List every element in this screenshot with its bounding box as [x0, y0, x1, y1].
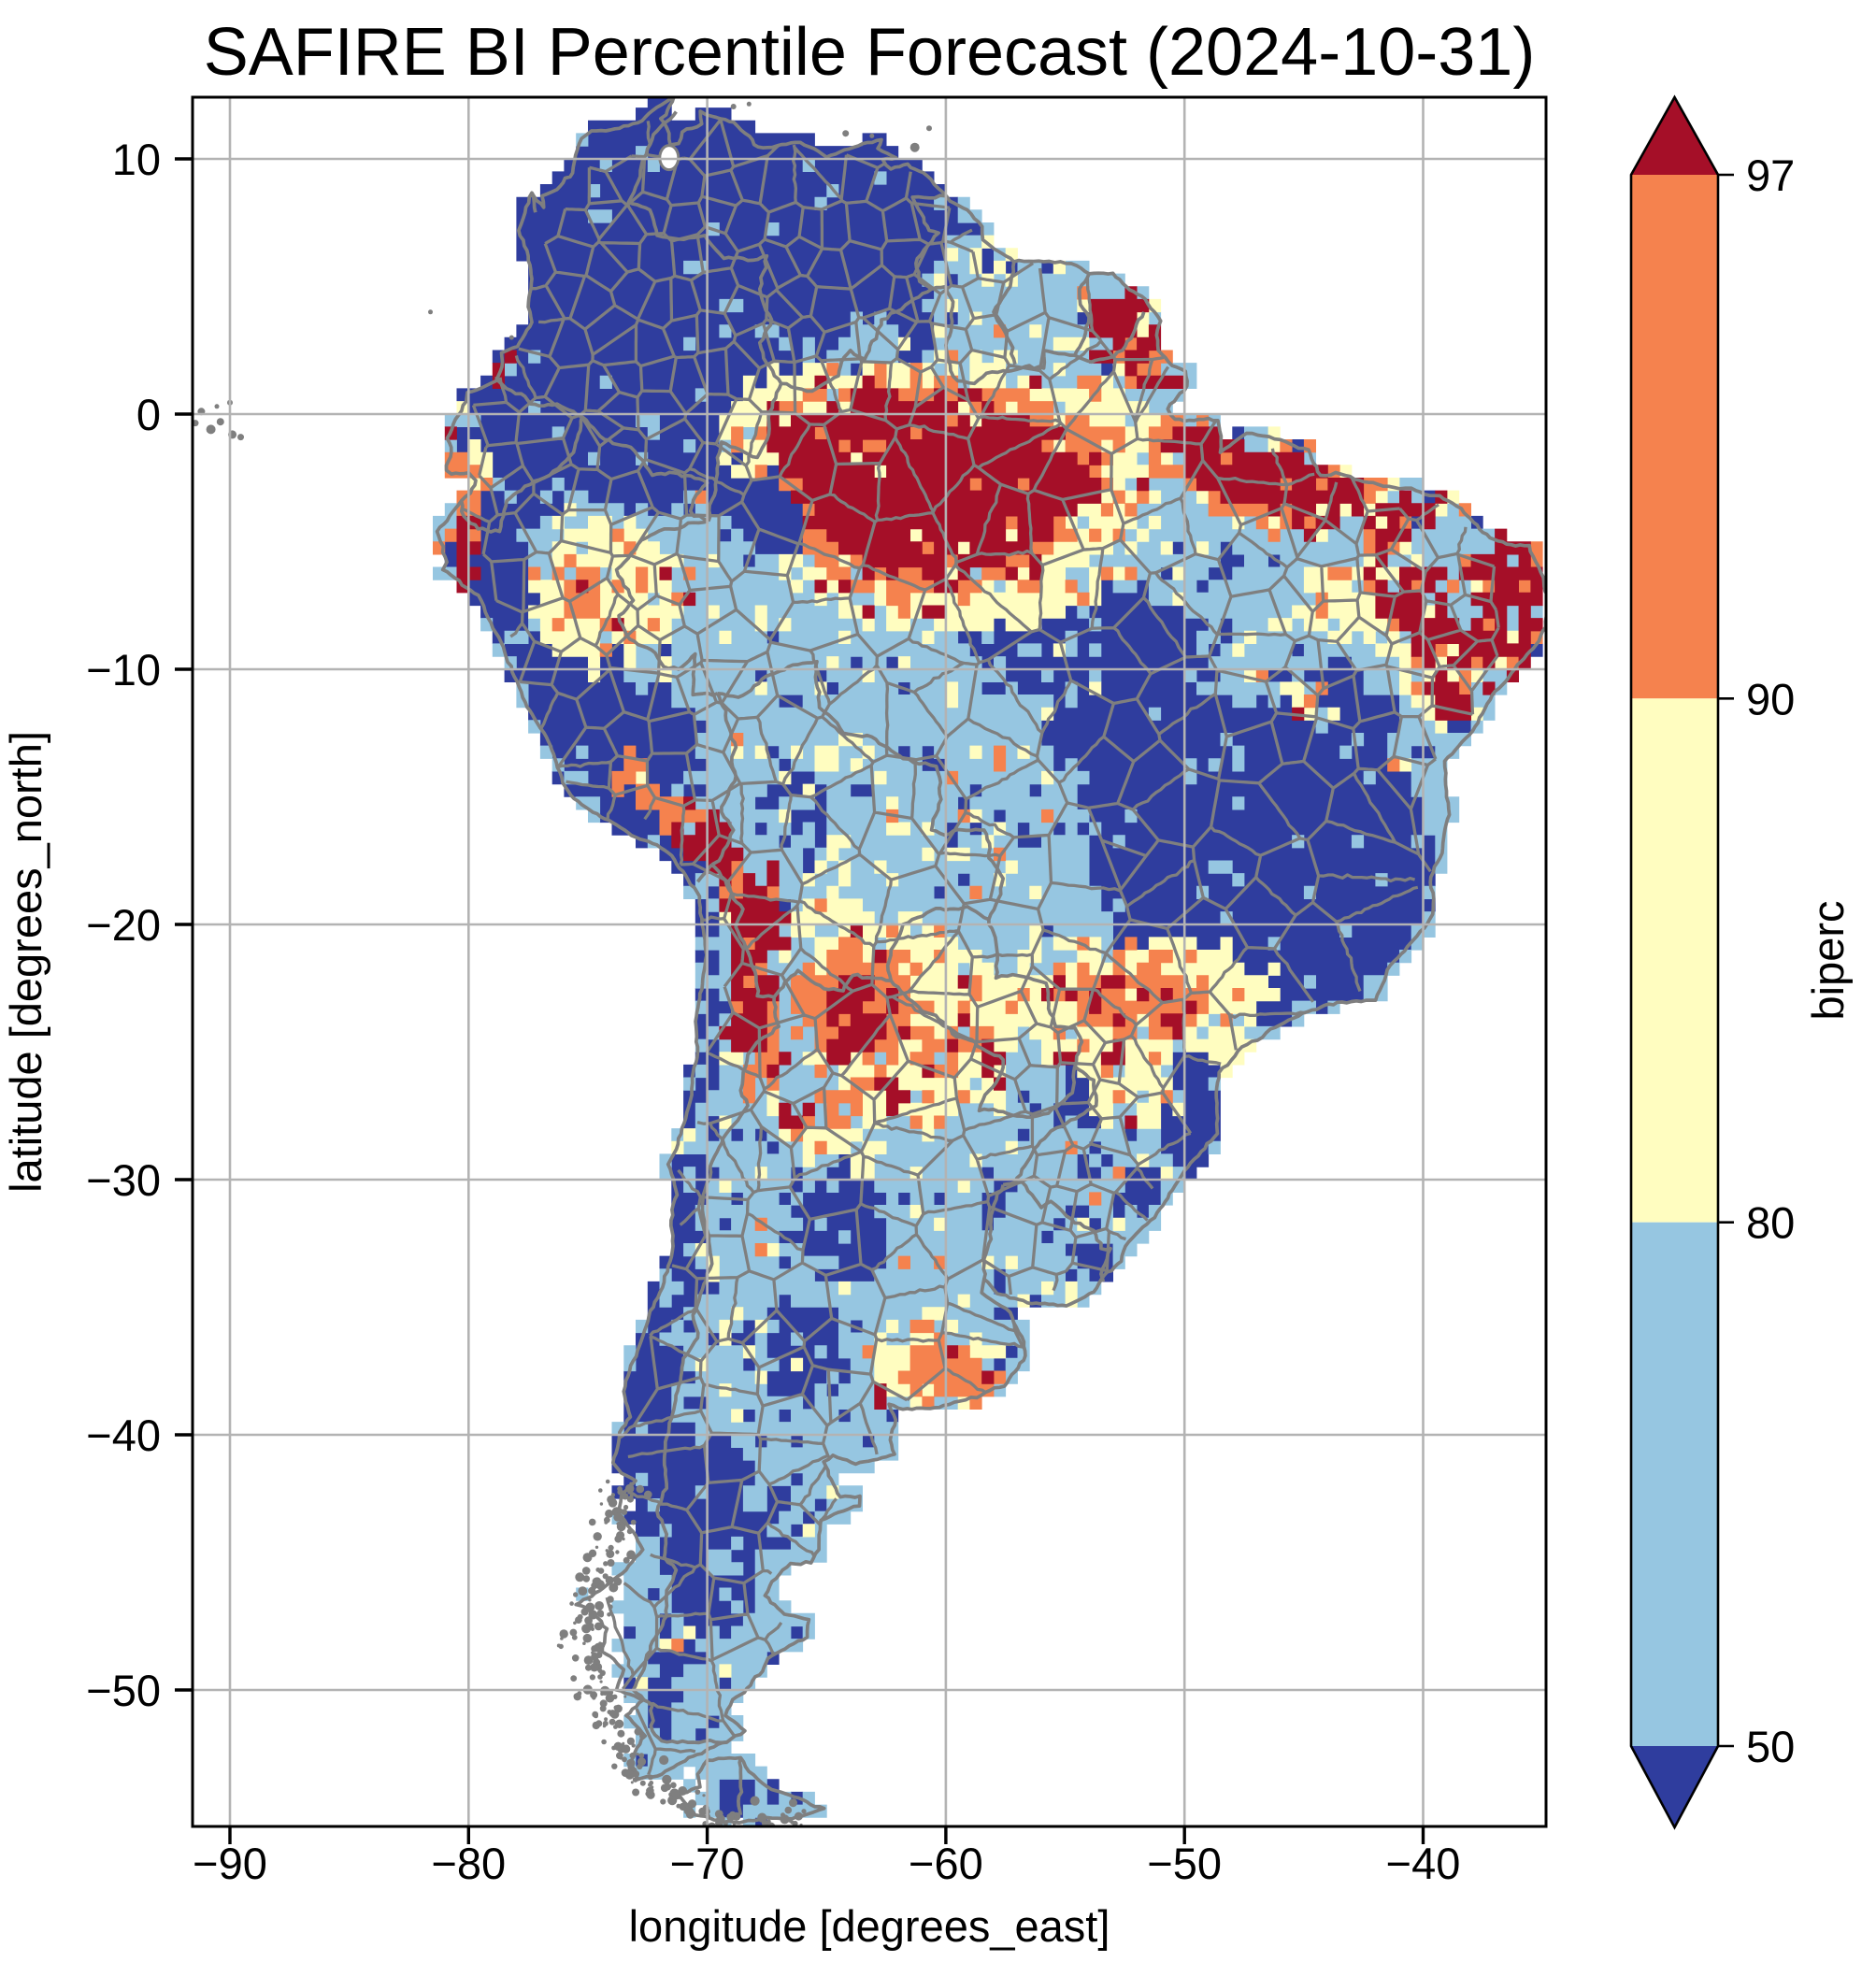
svg-text:−60: −60	[909, 1839, 983, 1888]
svg-text:10: 10	[112, 135, 161, 184]
svg-text:biperc: biperc	[1803, 900, 1853, 1020]
svg-text:−40: −40	[86, 1410, 161, 1460]
svg-text:SAFIRE BI Percentile Forecast: SAFIRE BI Percentile Forecast (2024-10-3…	[204, 15, 1536, 90]
svg-text:−10: −10	[86, 645, 161, 694]
svg-text:0: 0	[136, 390, 161, 439]
svg-text:−20: −20	[86, 900, 161, 950]
svg-text:−80: −80	[431, 1839, 506, 1888]
svg-text:97: 97	[1746, 150, 1795, 200]
svg-text:−50: −50	[86, 1666, 161, 1715]
svg-text:−30: −30	[86, 1155, 161, 1205]
svg-text:longitude [degrees_east]: longitude [degrees_east]	[629, 1901, 1110, 1951]
svg-text:50: 50	[1746, 1722, 1795, 1771]
svg-text:90: 90	[1746, 674, 1795, 723]
svg-text:80: 80	[1746, 1198, 1795, 1248]
svg-text:−70: −70	[670, 1839, 745, 1888]
svg-text:−40: −40	[1386, 1839, 1461, 1888]
svg-text:latitude [degrees_north]: latitude [degrees_north]	[1, 731, 50, 1193]
svg-text:−50: −50	[1147, 1839, 1222, 1888]
svg-text:−90: −90	[193, 1839, 267, 1888]
